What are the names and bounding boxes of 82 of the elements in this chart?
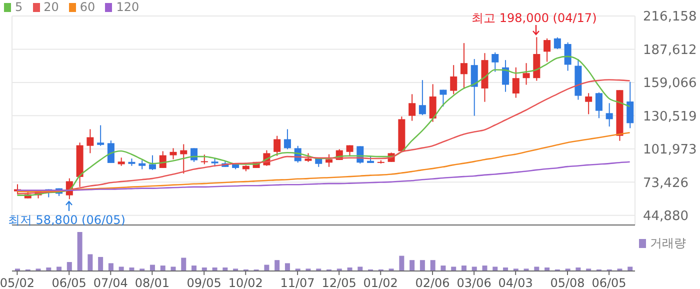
x-tick-label: 06/05 (52, 276, 86, 289)
candlestick (450, 64, 458, 95)
bar (98, 256, 104, 271)
annotation: 최저 58,800 (06/05) (8, 212, 126, 230)
bar (118, 266, 124, 271)
x-tick-label: 04/03 (498, 276, 533, 289)
bar (399, 256, 404, 271)
candlestick (148, 154, 156, 170)
bar (534, 266, 540, 271)
candlestick (554, 36, 561, 50)
x-tick-label: 08/01 (134, 276, 170, 289)
y-tick-label: 73,426 (643, 176, 688, 191)
y-tick-label: 130,519 (643, 109, 697, 124)
legend-label: 거래량 (650, 235, 686, 252)
bar (77, 232, 82, 271)
bar (420, 260, 425, 271)
x-tick-label: 11/07 (280, 276, 315, 289)
legend-label: 20 (44, 0, 59, 14)
candlestick (326, 154, 332, 168)
annotation: 최고 198,000 (04/17) (472, 10, 597, 28)
bar (492, 266, 498, 271)
x-tick-label: 05/08 (550, 276, 585, 289)
candlestick (429, 84, 436, 122)
bar (482, 266, 488, 271)
y-tick-label: 101,973 (643, 142, 697, 158)
candlestick (284, 128, 291, 150)
bar (160, 266, 166, 271)
bar (440, 266, 446, 271)
legend-label: 120 (116, 0, 140, 14)
candlestick (512, 66, 520, 98)
candlestick (522, 62, 530, 86)
candlestick (585, 92, 592, 115)
candlestick (86, 128, 94, 154)
bar (192, 266, 197, 271)
bar (88, 254, 93, 271)
x-tick-label: 09/05 (186, 276, 222, 289)
candlestick (200, 154, 208, 165)
candlestick (107, 140, 114, 164)
x-tick-label: 05/02 (0, 276, 34, 289)
candlestick (595, 92, 602, 119)
x-tick-label: 01/02 (363, 276, 398, 289)
candlestick (460, 42, 468, 89)
bar (284, 263, 290, 271)
y-tick-label: 44,880 (643, 208, 688, 224)
bar (56, 266, 62, 271)
x-tick-label: 03/06 (456, 276, 492, 289)
bar (170, 266, 176, 271)
x-tick-label: 10/02 (228, 276, 263, 289)
bar (472, 266, 477, 271)
bar (410, 260, 415, 271)
candlestick (190, 148, 198, 162)
y-tick-label: 187,612 (643, 42, 697, 58)
candlestick (274, 135, 281, 156)
legend-label: 5 (15, 0, 23, 14)
x-tick-label: 06/05 (592, 276, 626, 289)
x-tick-label: 02/06 (415, 276, 450, 289)
candlestick (170, 148, 177, 160)
bar (358, 266, 363, 271)
bar (461, 266, 466, 271)
bar (274, 260, 280, 271)
y-tick-label: 159,066 (643, 76, 697, 92)
bar (628, 266, 633, 271)
bar (430, 260, 436, 271)
x-tick-label: 12/05 (322, 276, 356, 289)
bar (66, 262, 72, 271)
candlestick (544, 38, 551, 62)
bar (181, 258, 186, 271)
candlestick (606, 102, 613, 128)
candlestick (626, 81, 634, 129)
candlestick (408, 94, 416, 122)
candlestick (418, 80, 426, 116)
legend-label: 60 (80, 0, 96, 14)
candlestick (440, 89, 447, 108)
bar (108, 263, 114, 271)
x-tick-label: 07/04 (93, 276, 128, 289)
candlestick (564, 42, 572, 72)
candlestick (502, 60, 510, 92)
candlestick (470, 58, 478, 116)
y-tick-label: 216,158 (643, 10, 697, 25)
candlestick (97, 124, 104, 146)
candlestick (492, 52, 499, 72)
bar (451, 266, 456, 271)
